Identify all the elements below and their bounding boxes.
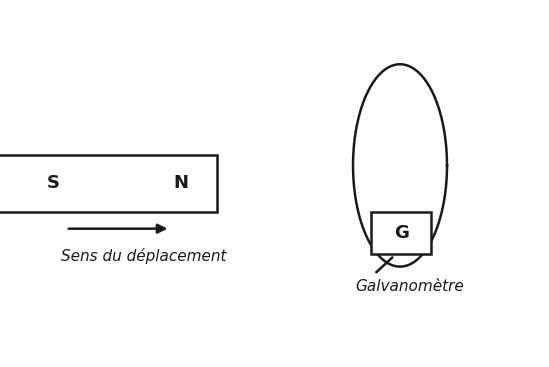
Bar [371,212,432,254]
Bar [0,155,217,212]
Text: Galvanomètre: Galvanomètre [356,279,464,294]
Text: Sens du déplacement: Sens du déplacement [60,248,226,264]
Text: G: G [394,224,409,242]
Text: N: N [173,174,188,193]
Text: S: S [46,174,59,193]
